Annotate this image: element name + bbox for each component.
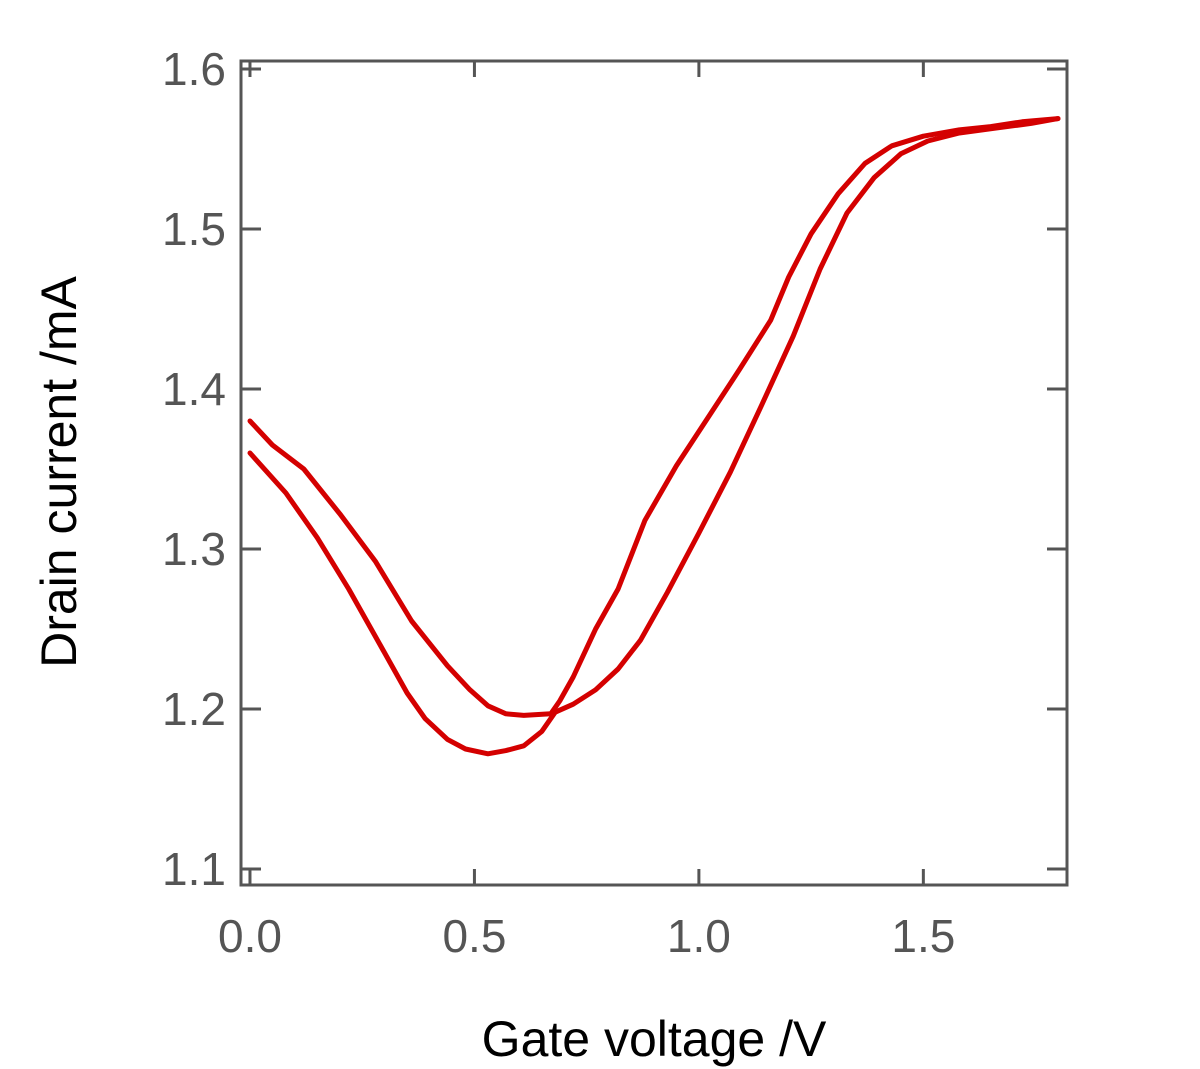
ticks <box>241 61 1067 885</box>
x-tick-label: 1.0 <box>667 910 731 962</box>
series-line-2 <box>247 116 1061 757</box>
y-tick-label: 1.4 <box>162 363 226 415</box>
series-line-1 <box>247 116 1061 718</box>
y-axis-title: Drain current /mA <box>31 275 87 667</box>
plot-frame <box>239 59 1069 887</box>
y-tick-label: 1.6 <box>162 43 226 95</box>
y-tick-label: 1.3 <box>162 523 226 575</box>
series-group <box>247 116 1061 757</box>
y-tick-label: 1.5 <box>162 203 226 255</box>
y-tick-label: 1.2 <box>162 683 226 735</box>
y-tick-label: 1.1 <box>162 843 226 895</box>
x-axis-title: Gate voltage /V <box>482 1011 827 1067</box>
tick-labels: 0.0 0.5 1.0 1.5 1.1 1.2 1.3 1.4 1.5 1.6 <box>162 43 955 962</box>
x-tick-label: 0.0 <box>218 910 282 962</box>
x-tick-label: 1.5 <box>891 910 955 962</box>
x-tick-label: 0.5 <box>442 910 506 962</box>
